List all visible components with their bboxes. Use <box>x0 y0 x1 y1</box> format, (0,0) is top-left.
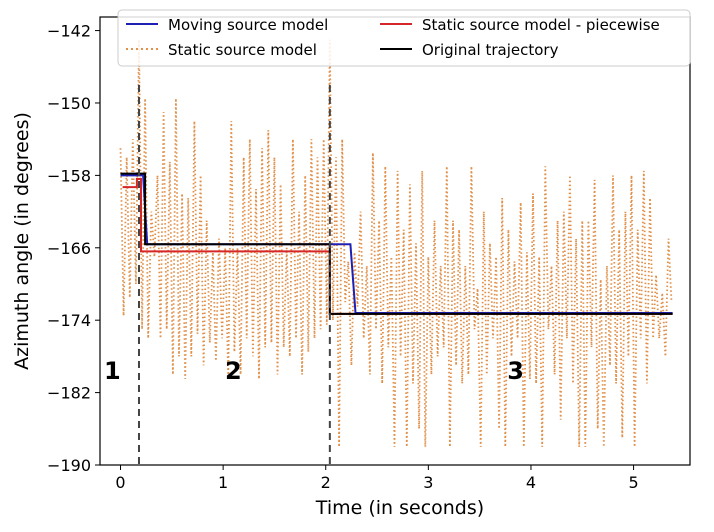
y-axis-ticks: −190 −182 −174 −166 −158 −150 −142 <box>47 22 100 475</box>
legend-label-original: Original trajectory <box>422 41 559 59</box>
x-tick-label: 5 <box>628 473 638 492</box>
x-axis-label: Time (in seconds) <box>315 497 484 519</box>
segment-label: 3 <box>507 357 524 385</box>
y-tick-label: −166 <box>47 239 91 258</box>
y-tick-label: −142 <box>47 22 91 41</box>
x-tick-label: 3 <box>423 473 433 492</box>
x-tick-label: 4 <box>526 473 536 492</box>
y-axis-label: Azimuth angle (in degrees) <box>11 112 33 370</box>
y-tick-label: −158 <box>47 166 91 185</box>
legend-label-piecewise: Static source model - piecewise <box>422 16 660 34</box>
y-tick-label: −174 <box>47 311 91 330</box>
segment-dividers <box>137 85 331 465</box>
segment-label: 1 <box>104 357 121 385</box>
segment-labels: 1 2 3 <box>104 357 524 385</box>
original-trajectory-line <box>120 172 673 315</box>
legend-box <box>117 9 691 67</box>
x-tick-label: 2 <box>321 473 331 492</box>
x-axis-ticks: 0 1 2 3 4 5 <box>115 465 639 492</box>
x-tick-label: 1 <box>218 473 228 492</box>
x-tick-label: 0 <box>115 473 125 492</box>
y-tick-label: −182 <box>47 384 91 403</box>
segment-label: 2 <box>225 357 242 385</box>
y-tick-label: −190 <box>47 456 91 475</box>
y-tick-label: −150 <box>47 94 91 113</box>
legend: Moving source model Static source model … <box>117 9 691 67</box>
legend-label-moving: Moving source model <box>168 16 328 34</box>
legend-label-static: Static source model <box>168 41 317 59</box>
